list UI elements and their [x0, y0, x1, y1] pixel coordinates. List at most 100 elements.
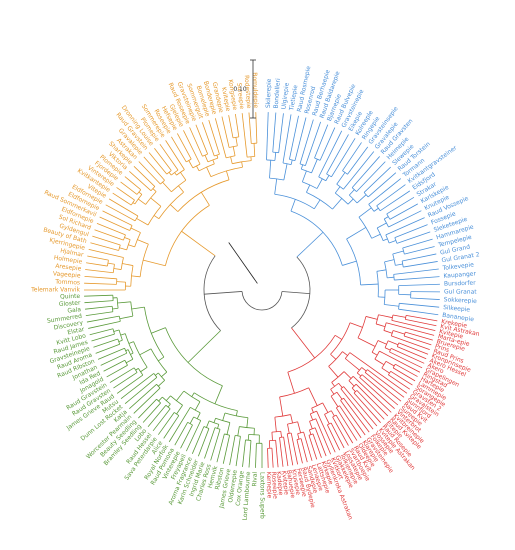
cluster-red-internal-branch [324, 414, 330, 425]
cluster-red-internal-branch [336, 391, 343, 400]
cluster-green-internal-arc [144, 307, 165, 358]
cluster-orange-leaf-branch [94, 229, 124, 241]
cluster-red-internal-branch [297, 433, 300, 440]
cluster-green-internal-branch [247, 434, 250, 441]
cluster-blue-leaf-branch [396, 231, 431, 244]
cluster-orange-internal-branch [131, 275, 141, 278]
cluster-red-leaf-branch [267, 448, 269, 468]
cluster-orange-internal-branch [150, 197, 162, 207]
cluster-orange-leaf-branch [86, 262, 108, 267]
cluster-red-internal-branch [343, 371, 352, 379]
cluster-orange-leaf-branch [228, 115, 234, 138]
cluster-red-internal-branch [297, 421, 302, 433]
cluster-blue-leaf-branch [282, 114, 292, 164]
leaf-label-blue: Kaupanger [443, 270, 477, 279]
cluster-green-internal-branch [189, 416, 195, 424]
cluster-blue-stem [296, 248, 306, 258]
cluster-red-internal-branch [381, 367, 390, 374]
cluster-blue-internal-branch [283, 163, 288, 181]
cluster-blue-leaf-branch [299, 119, 314, 164]
core-branch-b [204, 291, 243, 295]
leaf-label-orange: Hjalmar [60, 247, 85, 258]
cluster-green-internal-branch [167, 403, 171, 408]
cluster-orange-internal-arc [210, 166, 243, 178]
leaf-label-orange: Rodestepie [243, 75, 252, 109]
cluster-green-internal-branch [155, 372, 159, 376]
cluster-orange-leaf-branch [102, 210, 133, 226]
leaf-label-orange: Bomuldepie [251, 72, 259, 108]
cluster-red-internal-arc [297, 431, 304, 435]
cluster-red-stem [291, 327, 300, 338]
leaf-label-red: Prins [434, 343, 450, 354]
cluster-blue-internal-arc [384, 261, 388, 278]
cluster-orange-internal-branch [174, 172, 177, 176]
leaf-label-green: Gloster [59, 299, 82, 308]
cluster-blue-internal-branch [387, 276, 395, 279]
cluster-green-internal-arc [133, 367, 138, 373]
cluster-red-internal-branch [374, 358, 385, 366]
cluster-green-leaf-branch [138, 398, 157, 419]
cluster-green-internal-branch [117, 301, 131, 304]
leaf-label-red: Kadepie [275, 471, 284, 496]
cluster-red-leaf-branch [343, 386, 378, 427]
cluster-blue-internal-branch [358, 207, 372, 218]
cluster-orange-leaf-branch [116, 187, 135, 201]
cluster-orange-internal-arc [112, 264, 115, 273]
leaf-label-red: Roseepie [270, 471, 279, 499]
cluster-orange-internal-branch [119, 247, 127, 251]
cluster-blue-leaf-branch [363, 166, 391, 193]
cluster-red-internal-branch [290, 414, 293, 424]
cluster-red-leaf-branch [279, 437, 284, 467]
cluster-red-internal-branch [365, 316, 378, 320]
cluster-blue-internal-branch [301, 170, 307, 183]
cluster-green-internal-arc [117, 338, 121, 345]
core-root-arc [241, 291, 283, 311]
cluster-orange-leaf-branch [138, 161, 161, 185]
cluster-orange-internal-arc [171, 169, 179, 176]
leaf-label-orange: Sureepie [235, 82, 245, 109]
cluster-blue-internal-branch [313, 199, 321, 210]
cluster-green-leaf-branch [168, 407, 191, 443]
cluster-red-internal-branch [330, 353, 337, 360]
cluster-red-internal-branch [331, 382, 335, 387]
cluster-red-leaf-branch [314, 427, 327, 457]
leaf-label-orange: Kvitepie [220, 87, 231, 113]
cluster-orange-internal-arc [147, 206, 162, 226]
cluster-red-internal-branch [330, 389, 335, 395]
leaf-label-orange: Telemark Vanvik [30, 287, 80, 294]
leaf-label-green: Rival [251, 471, 259, 486]
cluster-red-leaf-branch [316, 410, 336, 453]
cluster-green-stem [210, 330, 221, 341]
cluster-green-internal-branch [131, 306, 145, 310]
cluster-green-internal-arc [138, 368, 144, 376]
cluster-red-leaf-branch [359, 377, 395, 410]
cluster-orange-internal-branch [226, 170, 230, 180]
cluster-orange-internal-branch [107, 262, 115, 265]
cluster-red-internal-branch [330, 395, 339, 407]
cluster-red-leaf-branch [340, 400, 366, 436]
cluster-orange-leaf-branch [159, 143, 179, 171]
cluster-red-leaf-branch [364, 372, 402, 402]
cluster-red-internal-arc [357, 316, 367, 339]
cluster-orange-internal-branch [230, 156, 233, 164]
cluster-blue-leaf-branch [393, 268, 439, 275]
cluster-orange-internal-branch [253, 143, 256, 157]
cluster-orange-leaf-branch [221, 116, 230, 148]
cluster-green-leaf-branch [120, 373, 155, 399]
cluster-green-leaf-branch [186, 420, 202, 452]
cluster-green-leaf-branch [106, 364, 128, 378]
cluster-red-leaf-branch [390, 348, 425, 364]
cluster-green-leaf-branch [100, 352, 127, 366]
cluster-green-leaf-branch [88, 320, 121, 329]
leaf-label-green: Gala [67, 306, 82, 314]
cluster-red-internal-arc [390, 330, 394, 337]
cluster-green-leaf-branch [93, 338, 118, 348]
cluster-blue-internal-branch [269, 160, 272, 179]
cluster-green-leaf-branch [133, 387, 161, 414]
cluster-orange-leaf-branch [195, 124, 209, 155]
cluster-blue-internal-arc [346, 238, 362, 285]
cluster-green-internal-arc [170, 395, 183, 406]
cluster-red-internal-branch [271, 432, 273, 441]
cluster-orange-internal-branch [216, 154, 219, 159]
cluster-green-internal-branch [119, 315, 133, 320]
